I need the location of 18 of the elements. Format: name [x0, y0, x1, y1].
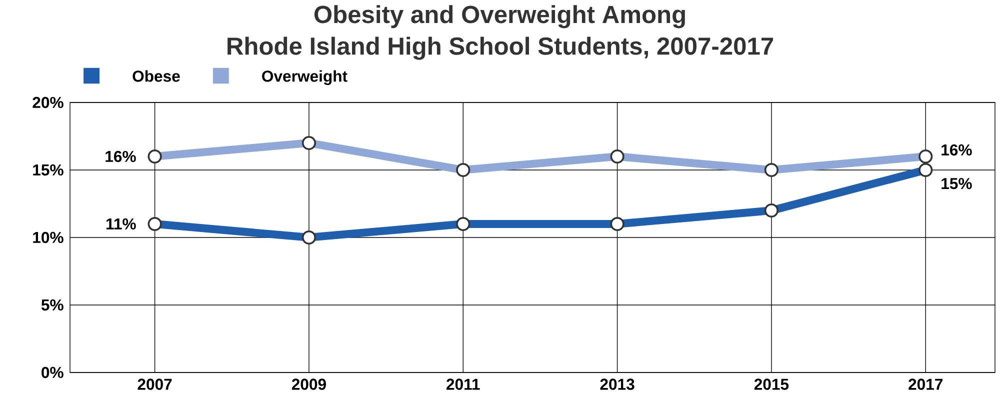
legend-label: Obese — [132, 70, 180, 82]
x-tick-label: 2015 — [754, 378, 789, 390]
y-tick-label: 10% — [33, 232, 64, 244]
chart-title: Obesity and Overweight Among Rhode Island High School Students, 2007-2017 — [228, 5, 774, 60]
x-tick-label: 2009 — [292, 378, 326, 390]
y-tick-label: 5% — [41, 299, 64, 311]
legend-label: Overweight — [262, 70, 348, 86]
data-label: 16% — [942, 144, 972, 156]
data-label: 11% — [106, 218, 136, 230]
y-tick-label: 15% — [33, 164, 64, 176]
y-tick-label: 20% — [32, 96, 64, 108]
x-tick-label: 2017 — [908, 378, 943, 390]
x-tick-label: 2011 — [446, 378, 480, 390]
x-tick-label: 2013 — [600, 378, 634, 390]
x-tick-label: 2007 — [138, 378, 172, 390]
data-label: 16% — [106, 150, 136, 162]
data-label: 15% — [942, 178, 972, 190]
y-tick-label: 0% — [42, 366, 64, 378]
